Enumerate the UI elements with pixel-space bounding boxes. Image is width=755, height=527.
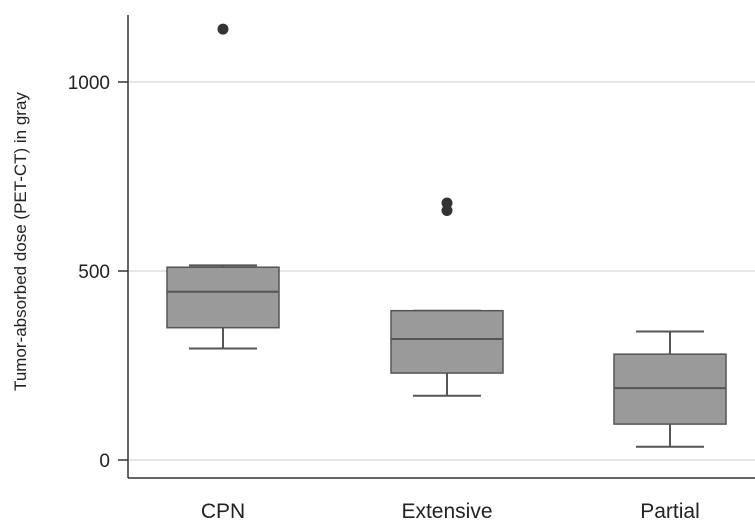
iqr-box-cpn xyxy=(166,266,280,329)
box-layer xyxy=(166,23,727,448)
y-tick-label-1000: 1000 xyxy=(68,73,110,94)
x-category-label-cpn: CPN xyxy=(201,500,245,523)
box-extensive xyxy=(390,197,504,397)
y-tick-label-0: 0 xyxy=(99,451,110,472)
axis-layer xyxy=(118,15,755,479)
outlier-point-cpn-0 xyxy=(217,23,229,35)
box-cpn xyxy=(166,23,280,350)
outlier-point-extensive-1 xyxy=(441,197,453,209)
x-category-label-partial: Partial xyxy=(640,500,700,523)
y-tick-label-500: 500 xyxy=(78,262,110,283)
label-layer: 0 500 1000 Tumor-absorbed dose (PET-CT) in … xyxy=(11,73,700,523)
iqr-box-extensive xyxy=(390,309,504,374)
outlier-point-extensive-0 xyxy=(441,205,453,217)
x-category-label-extensive: Extensive xyxy=(401,500,492,523)
box-partial xyxy=(613,330,727,448)
y-axis-title: Tumor-absorbed dose (PET-CT) in gray xyxy=(11,92,30,391)
